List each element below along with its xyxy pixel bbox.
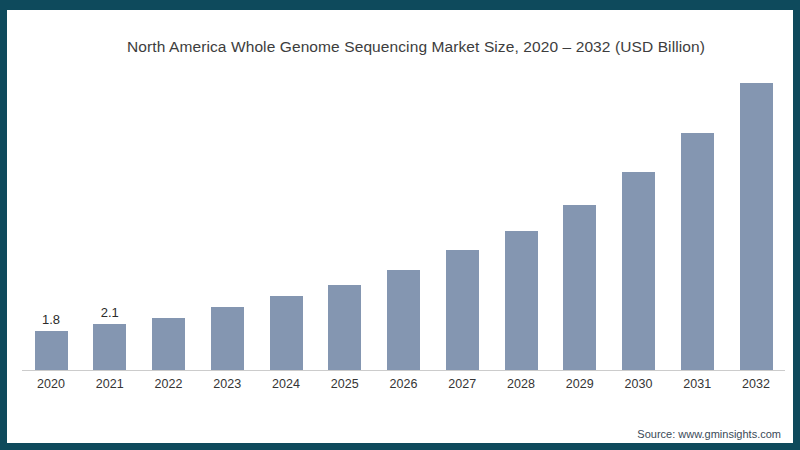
x-axis-label-2027: 2027 bbox=[433, 377, 491, 391]
bar-column-2022 bbox=[140, 84, 198, 370]
x-axis-label-2023: 2023 bbox=[198, 377, 256, 391]
bar-column-2021: 2.1 bbox=[81, 84, 139, 370]
x-axis-label-2026: 2026 bbox=[375, 377, 433, 391]
source-attribution: Source: www.gminsights.com bbox=[637, 428, 781, 440]
x-axis-labels: 2020202120222023202420252026202720282029… bbox=[22, 377, 785, 391]
bar-2022 bbox=[152, 318, 185, 370]
bar-column-2025 bbox=[316, 84, 374, 370]
bar-column-2030 bbox=[610, 84, 668, 370]
bar-column-2024 bbox=[257, 84, 315, 370]
bar-2028 bbox=[505, 231, 538, 370]
bar-column-2029 bbox=[551, 84, 609, 370]
x-axis-label-2029: 2029 bbox=[551, 377, 609, 391]
bar-value-label-2020: 1.8 bbox=[42, 312, 60, 327]
chart-frame: North America Whole Genome Sequencing Ma… bbox=[0, 0, 800, 450]
x-axis-label-2030: 2030 bbox=[610, 377, 668, 391]
bar-2032 bbox=[740, 83, 773, 370]
bar-2029 bbox=[563, 205, 596, 370]
bar-2020: 1.8 bbox=[35, 331, 68, 370]
bar-2025 bbox=[328, 285, 361, 370]
bar-column-2023 bbox=[198, 84, 256, 370]
bar-column-2020: 1.8 bbox=[22, 84, 80, 370]
bar-2021: 2.1 bbox=[93, 324, 126, 370]
x-axis-label-2024: 2024 bbox=[257, 377, 315, 391]
bar-column-2028 bbox=[492, 84, 550, 370]
bar-2024 bbox=[270, 296, 303, 370]
bar-column-2032 bbox=[727, 84, 785, 370]
bar-column-2031 bbox=[668, 84, 726, 370]
bar-column-2027 bbox=[433, 84, 491, 370]
bar-2026 bbox=[387, 270, 420, 370]
bar-2027 bbox=[446, 250, 479, 370]
bar-2023 bbox=[211, 307, 244, 370]
bar-2030 bbox=[622, 172, 655, 370]
x-axis-label-2028: 2028 bbox=[492, 377, 550, 391]
chart-title: North America Whole Genome Sequencing Ma… bbox=[47, 38, 785, 56]
x-axis-label-2025: 2025 bbox=[316, 377, 374, 391]
x-axis-label-2021: 2021 bbox=[81, 377, 139, 391]
bar-column-2026 bbox=[375, 84, 433, 370]
bar-chart-plot-area: 1.8 2.1 bbox=[22, 84, 785, 371]
x-axis-label-2032: 2032 bbox=[727, 377, 785, 391]
x-axis-label-2020: 2020 bbox=[22, 377, 80, 391]
x-axis-label-2022: 2022 bbox=[140, 377, 198, 391]
bar-2031 bbox=[681, 133, 714, 370]
bar-value-label-2021: 2.1 bbox=[101, 305, 119, 320]
x-axis-label-2031: 2031 bbox=[668, 377, 726, 391]
